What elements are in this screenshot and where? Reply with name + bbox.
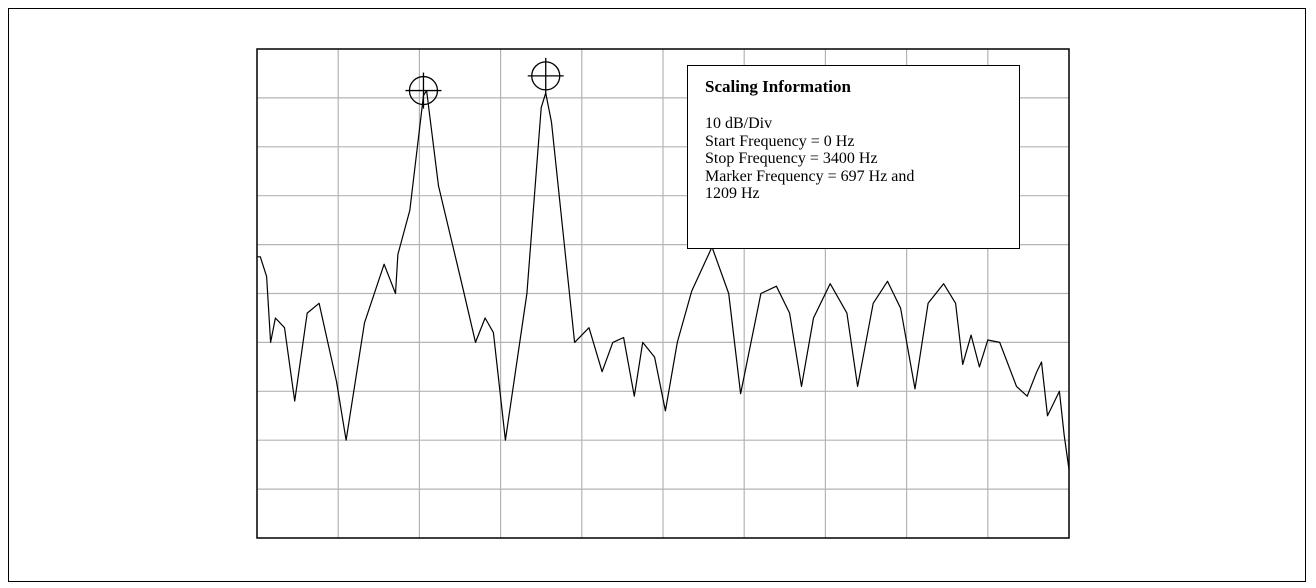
figure-frame xyxy=(8,8,1306,582)
spectrum-trace xyxy=(257,89,1070,470)
frequency-marker xyxy=(405,72,442,109)
trace-group xyxy=(257,89,1070,470)
scaling-information-box: Scaling Information 10 dB/Div Start Freq… xyxy=(687,65,1020,249)
plot-area xyxy=(256,48,1070,539)
scaling-line-marker-frequency-cont: 1209 Hz xyxy=(705,185,760,202)
marker-group xyxy=(405,57,564,109)
scaling-line-marker-frequency: Marker Frequency = 697 Hz and xyxy=(705,167,915,185)
scaling-line-db-per-div: 10 dB/Div xyxy=(705,115,773,132)
scaling-line-start-frequency: Start Frequency = 0 Hz xyxy=(705,132,855,150)
scaling-line-stop-frequency: Stop Frequency = 3400 Hz xyxy=(705,150,878,167)
frequency-marker xyxy=(527,57,564,94)
scaling-information-title: Scaling Information xyxy=(705,77,851,96)
